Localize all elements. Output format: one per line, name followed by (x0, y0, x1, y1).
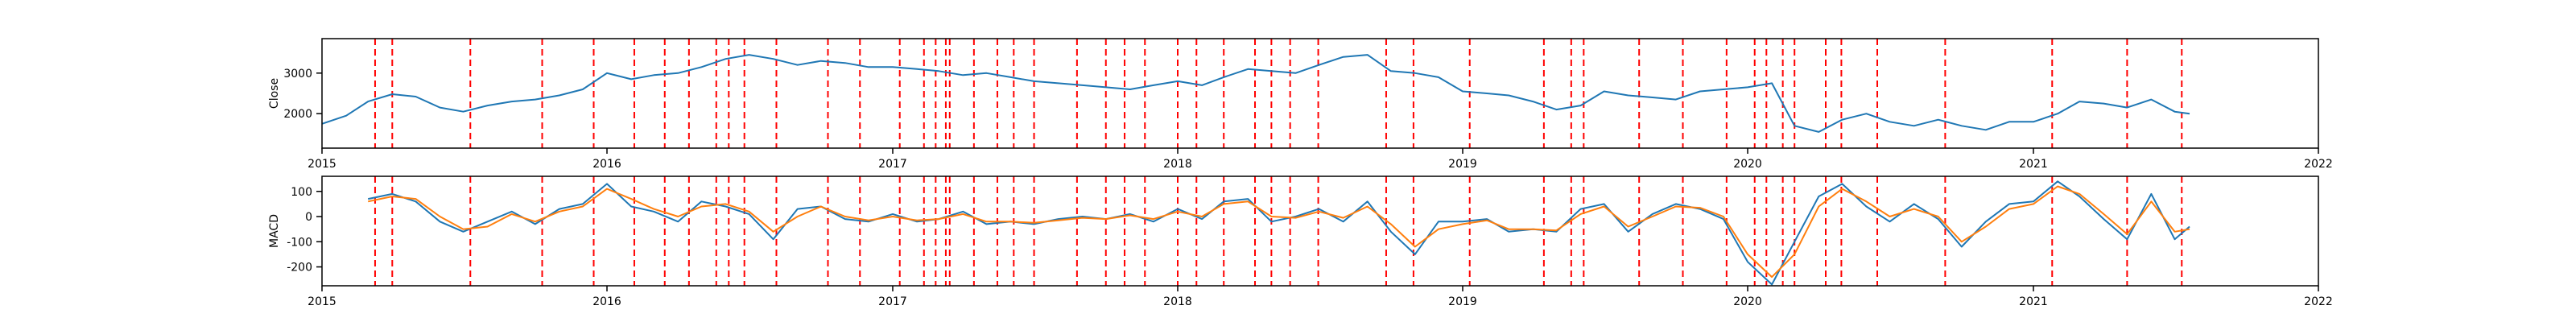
x-tick-label: 2019 (1448, 158, 1477, 171)
y-tick-label: -200 (287, 262, 312, 275)
macd-line (367, 180, 2190, 286)
close-plot-frame (321, 38, 2319, 149)
close-series (321, 54, 2190, 133)
x-tick-label: 2015 (308, 158, 336, 171)
close-y-axis: 2000 3000 (283, 68, 322, 121)
event-markers (374, 39, 2183, 148)
y-tick-label: 2000 (283, 108, 312, 121)
close-y-axis-label: Close (268, 78, 281, 109)
y-tick-label: -100 (287, 236, 312, 249)
y-tick-label: 0 (305, 211, 312, 224)
macd-x-axis: 2015 2016 2017 2018 2019 2020 2021 2022 (308, 286, 2333, 308)
macd-series (367, 180, 2190, 286)
x-tick-label: 2019 (1448, 295, 1477, 308)
x-tick-label: 2022 (2304, 158, 2333, 171)
close-price-panel: 2000 3000 2015 2016 2017 2018 2019 2020 2021 202… (268, 38, 2333, 171)
x-tick-label: 2016 (592, 295, 621, 308)
y-tick-label: 3000 (283, 68, 312, 80)
macd-y-axis-label: MACD (268, 214, 281, 248)
y-tick-label: 100 (291, 186, 312, 199)
macd-plot-frame (321, 175, 2319, 287)
x-tick-label: 2017 (878, 158, 907, 171)
x-tick-label: 2018 (1163, 295, 1192, 308)
x-tick-label: 2022 (2304, 295, 2333, 308)
event-markers (374, 176, 2183, 286)
x-tick-label: 2020 (1733, 158, 1762, 171)
macd-y-axis: -200 -100 0 100 (287, 186, 322, 275)
close-x-axis: 2015 2016 2017 2018 2019 2020 2021 2022 (308, 148, 2333, 171)
x-tick-label: 2020 (1733, 295, 1762, 308)
x-tick-label: 2021 (2019, 295, 2048, 308)
macd-panel: -200 -100 0 100 2015 2016 2017 2018 2019 2020 202… (268, 175, 2333, 308)
close-line (321, 54, 2190, 133)
x-tick-label: 2016 (592, 158, 621, 171)
x-tick-label: 2015 (308, 295, 336, 308)
x-tick-label: 2017 (878, 295, 907, 308)
x-tick-label: 2021 (2019, 158, 2048, 171)
x-tick-label: 2018 (1163, 158, 1192, 171)
signal-line (367, 185, 2190, 279)
